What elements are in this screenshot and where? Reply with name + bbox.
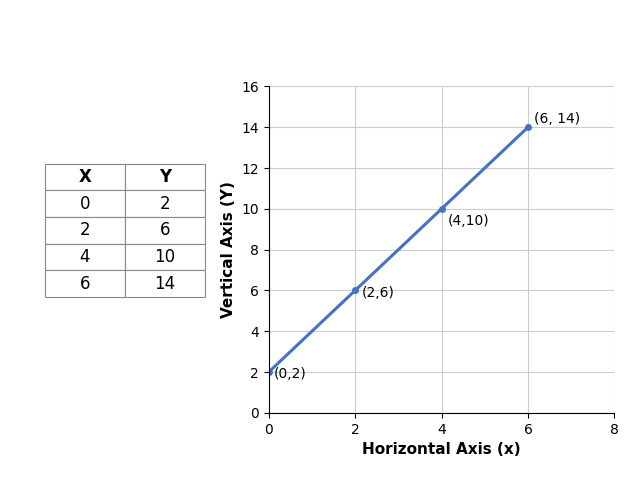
Text: (2,6): (2,6) <box>362 286 394 300</box>
X-axis label: Horizontal Axis (x): Horizontal Axis (x) <box>362 442 521 457</box>
Y-axis label: Vertical Axis (Y): Vertical Axis (Y) <box>221 181 236 318</box>
Text: (6, 14): (6, 14) <box>534 112 580 126</box>
Text: (4,10): (4,10) <box>448 214 490 228</box>
Text: (0,2): (0,2) <box>274 367 307 381</box>
